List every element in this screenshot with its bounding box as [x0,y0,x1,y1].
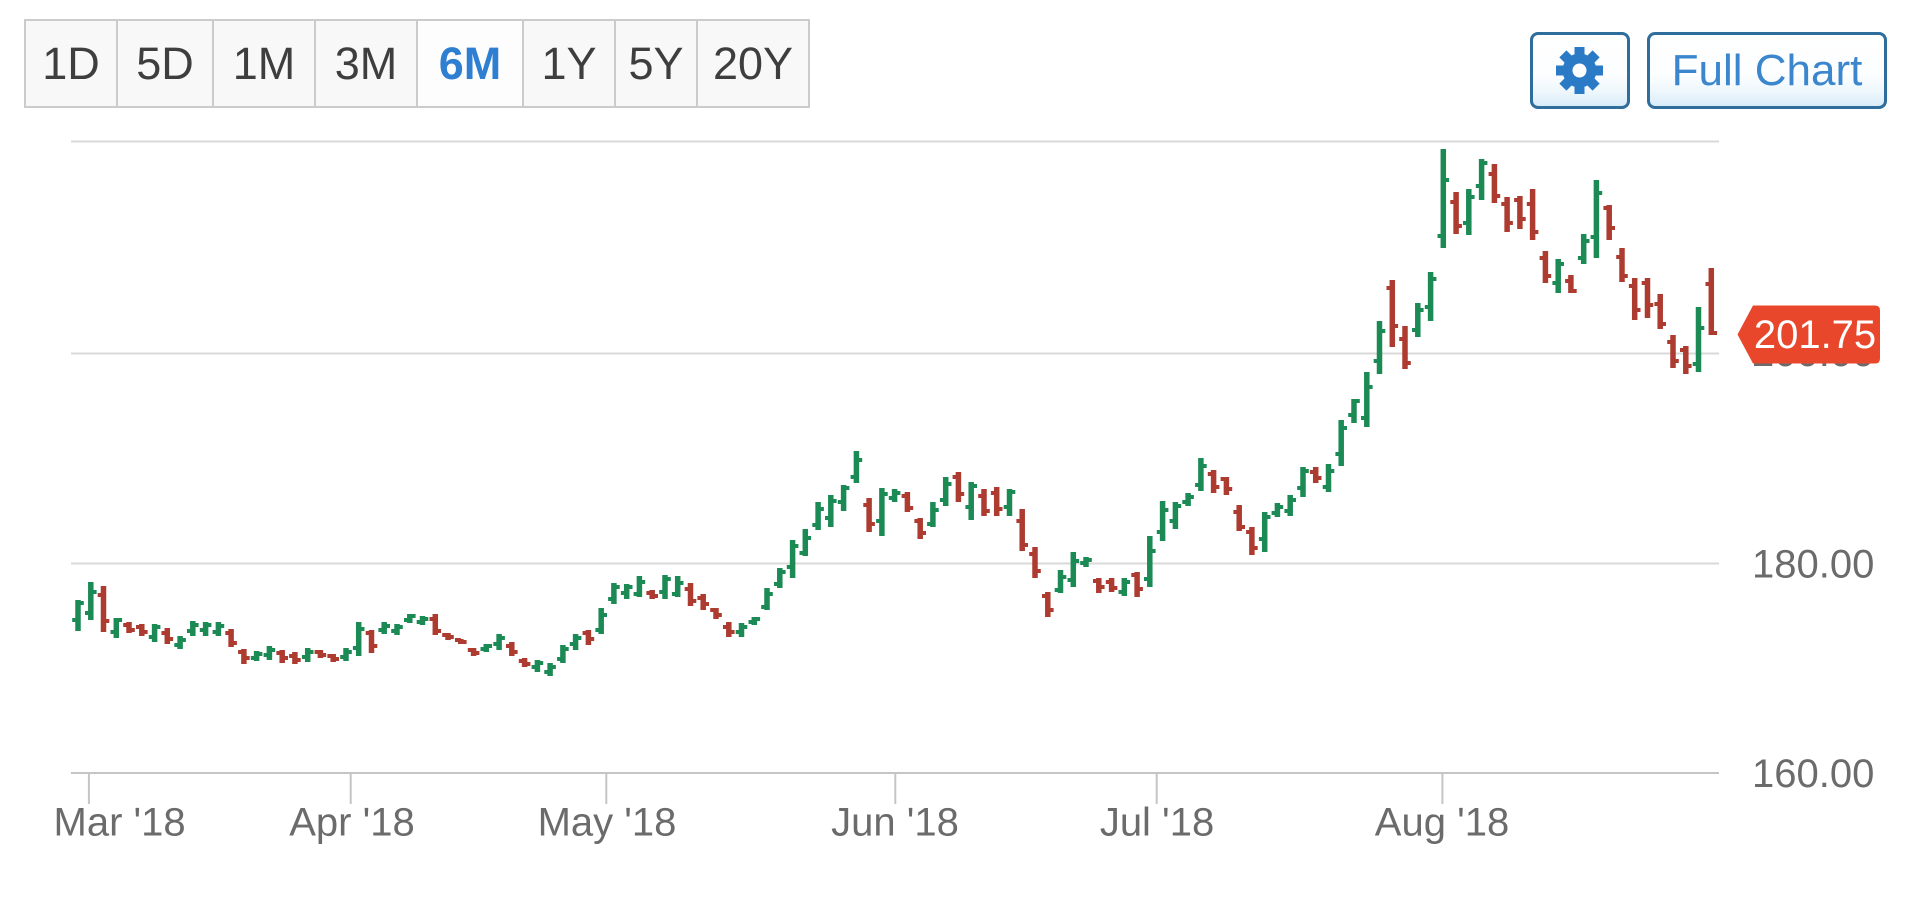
svg-text:Mar '18: Mar '18 [54,801,186,845]
svg-text:201.75: 201.75 [1754,313,1876,357]
svg-text:Aug '18: Aug '18 [1375,801,1509,845]
svg-text:Jun '18: Jun '18 [831,801,959,845]
svg-text:Apr '18: Apr '18 [289,801,415,845]
svg-text:May '18: May '18 [538,801,677,845]
svg-text:160.00: 160.00 [1752,752,1874,796]
svg-text:Jul '18: Jul '18 [1100,801,1214,845]
svg-text:180.00: 180.00 [1752,543,1874,587]
